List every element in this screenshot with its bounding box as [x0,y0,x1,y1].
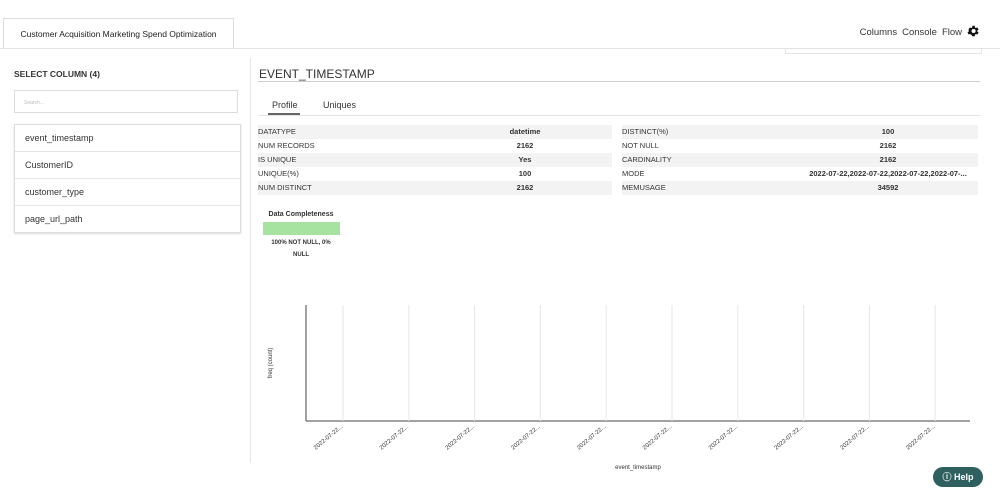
x-tick-label: 2022-07-22... [774,424,805,452]
x-tick-label: 2022-07-22... [905,424,936,452]
x-tick-label: 2022-07-22... [708,424,739,452]
x-tick-label: 2022-07-22... [510,424,541,452]
stat-label: NUM DISTINCT [258,183,312,192]
stat-label: MODE [622,169,645,178]
dropdown-edge [785,48,982,54]
settings-icon[interactable] [966,24,980,38]
divider [0,48,1000,49]
stat-value: Yes [518,155,532,164]
stats-row: IS UNIQUE Yes [258,153,612,167]
stats-row: MEMUSAGE 34592 [622,181,978,195]
stats-row: UNIQUE(%) 100 [258,167,612,181]
stat-value: 2162 [516,183,534,192]
tab[interactable]: Profile [272,100,298,110]
menu-item[interactable]: Columns [859,27,898,38]
stat-value: 100 [518,169,532,178]
divider [258,81,980,82]
help-button[interactable]: ⓘ Help [933,467,983,487]
stats-row: NUM DISTINCT 2162 [258,181,612,195]
completeness-bar [263,222,340,235]
tab[interactable]: Uniques [323,100,357,110]
search-input[interactable]: Search... [14,90,238,113]
stat-value: 2022-07-22,2022-07-22,2022-07-22,2022-07… [809,169,967,178]
stat-value: 2162 [516,141,534,150]
stat-label: DISTINCT(%) [622,127,669,136]
x-axis-label: event_timestamp [615,465,661,471]
completeness-caption: 100% NOT NULL, 0% NULL [271,240,331,258]
stats-table: DATATYPE datetime NUM RECORDS 2162 IS UNIQUE… [258,125,612,195]
stat-value: datetime [509,127,541,136]
divider [250,58,251,463]
menu-item[interactable]: Flow [941,27,962,38]
stat-value: 2162 [879,155,897,164]
stats-table: DISTINCT(%) 100 NOT NULL 2162 CARDINALITY 216… [622,125,978,195]
column-item[interactable]: event_timestamp [15,125,240,152]
x-tick-label: 2022-07-22... [576,424,607,452]
stats-row: CARDINALITY 2162 [622,153,978,167]
stats-row: DISTINCT(%) 100 [622,125,978,139]
column-title: EVENT_TIMESTAMP [259,67,375,81]
sidebar-title: SELECT COLUMN (4) [14,69,100,79]
x-tick-label: 2022-07-22... [642,424,673,452]
stat-label: DATATYPE [258,127,296,136]
stats-row: MODE 2022-07-22,2022-07-22,2022-07-22,202… [622,167,978,181]
column-item[interactable]: page_url_path [25,214,83,224]
stat-label: UNIQUE(%) [258,169,299,178]
stats-row: NUM RECORDS 2162 [258,139,612,153]
column-item[interactable]: CustomerID [15,152,240,179]
completeness-title: Data Completeness [268,211,334,218]
stats-row: NOT NULL 2162 [622,139,978,153]
x-tick-label: 2022-07-22... [839,424,870,452]
active-tab-indicator [268,113,300,115]
stat-label: IS UNIQUE [258,155,297,164]
column-item[interactable]: customer_type [15,179,240,206]
x-tick-label: 2022-07-22... [445,424,476,452]
menu-item[interactable]: Console [902,27,937,38]
x-tick-label: 2022-07-22... [379,424,410,452]
stat-value: 34592 [877,183,899,192]
histogram: freq (count) event_timestamp 2022-07-22.… [268,305,970,471]
stat-label: NOT NULL [622,141,659,150]
divider [258,115,980,116]
stat-value: 100 [881,127,895,136]
stat-label: NUM RECORDS [258,141,315,150]
stats-row: DATATYPE datetime [258,125,612,139]
stat-value: 2162 [879,141,897,150]
stat-label: CARDINALITY [622,155,672,164]
y-axis-label: freq (count) [268,348,274,379]
menu: Columns Console Flow [860,27,962,38]
help-icon: ⓘ [942,472,954,482]
tab[interactable]: Customer Acquisition Marketing Spend Opt… [3,18,234,49]
stat-label: MEMUSAGE [622,183,666,192]
help-label: Help [954,472,974,482]
x-tick-label: 2022-07-22... [313,424,344,452]
